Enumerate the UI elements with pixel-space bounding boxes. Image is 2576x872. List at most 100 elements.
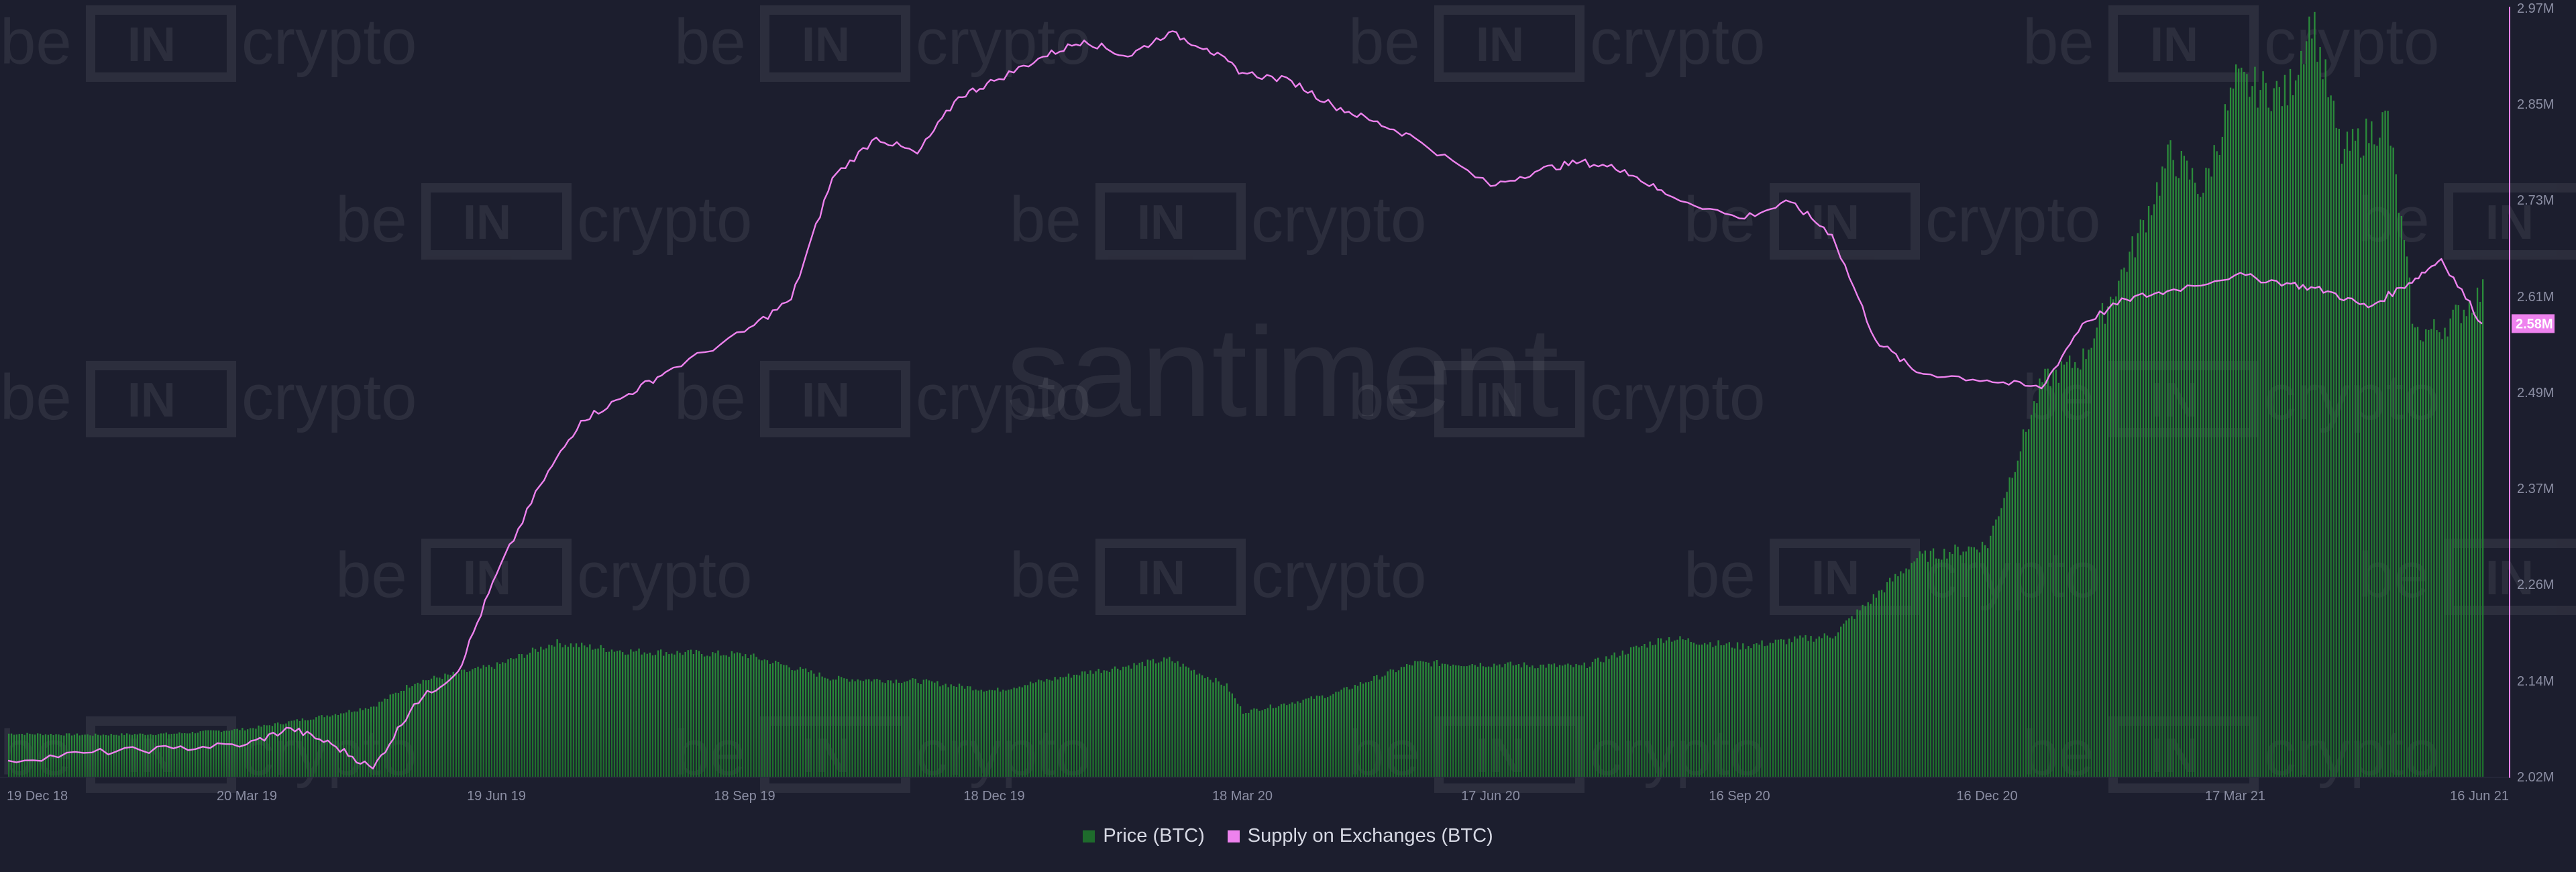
price-bar: [1381, 676, 1383, 777]
price-bar: [646, 653, 648, 777]
price-bar: [2387, 111, 2389, 777]
watermark-in-text: IN: [802, 374, 850, 427]
price-bar: [714, 653, 716, 777]
price-bar: [310, 719, 312, 777]
price-bar: [1992, 525, 1994, 777]
price-bar: [477, 666, 479, 777]
price-bar: [1621, 650, 1623, 777]
price-bar: [816, 676, 818, 777]
price-bar: [1228, 692, 1230, 777]
price-bar: [449, 675, 451, 777]
price-bar: [1728, 642, 1730, 777]
price-bar: [1856, 609, 1858, 777]
price-bar: [1616, 657, 1618, 777]
price-bar: [1089, 670, 1091, 777]
price-bar: [160, 733, 162, 777]
price-bar: [2311, 38, 2313, 777]
price-bar: [496, 662, 498, 777]
price-bar: [876, 679, 878, 777]
watermark-be-text: be: [1010, 184, 1081, 256]
price-bar: [1704, 643, 1706, 777]
price-bar: [942, 685, 944, 777]
price-bar: [493, 669, 496, 777]
price-bar: [788, 667, 790, 777]
x-tick-label: 17 Mar 21: [2205, 789, 2265, 804]
price-bar: [158, 734, 160, 777]
price-bar: [504, 663, 506, 777]
price-bar: [2151, 215, 2153, 777]
price-bar: [1537, 667, 1539, 777]
price-bar: [1859, 610, 1861, 777]
watermark-bracket-box: [1770, 539, 1920, 615]
price-bar: [87, 734, 89, 777]
price-bar: [2460, 323, 2462, 777]
price-bar: [1935, 558, 1937, 777]
price-bar: [777, 661, 780, 777]
price-bar: [1837, 632, 1839, 777]
price-bar: [1840, 626, 1842, 777]
price-bar: [121, 733, 123, 777]
price-bar: [2479, 302, 2481, 777]
price-bar: [329, 716, 331, 777]
legend-item-price[interactable]: Price (BTC): [1083, 825, 1205, 847]
price-bar: [1397, 670, 1400, 777]
price-bar: [975, 690, 977, 777]
price-bar: [1275, 708, 1277, 777]
price-bar: [184, 733, 186, 777]
price-bar: [1332, 694, 1334, 777]
price-bar: [1984, 545, 1986, 777]
price-bar: [1392, 669, 1394, 777]
watermark-be-text: be: [1348, 362, 1420, 433]
price-bar: [1758, 645, 1760, 777]
price-bar: [630, 649, 632, 777]
price-bar: [1433, 661, 1435, 777]
price-bar: [419, 684, 421, 777]
price-bar: [1493, 663, 1495, 777]
price-bar: [2224, 104, 2226, 777]
price-bar: [2468, 301, 2471, 777]
price-bar: [414, 684, 416, 777]
price-bar: [2221, 137, 2223, 777]
price-bar: [304, 720, 307, 777]
santiment-watermark: santiment: [1006, 301, 1559, 443]
price-bar: [2088, 349, 2090, 777]
price-bar: [2428, 329, 2430, 777]
price-bar: [706, 655, 708, 777]
price-bar: [1671, 641, 1673, 777]
price-bar: [638, 648, 640, 777]
price-bar: [1777, 639, 1780, 777]
price-bar: [1455, 665, 1457, 777]
watermark-be-text: be: [674, 362, 746, 433]
price-bar: [2129, 252, 2131, 777]
price-bar: [1883, 592, 1886, 777]
watermark-be-text: be: [1348, 6, 1420, 78]
price-bar: [2457, 305, 2459, 777]
price-bar: [854, 681, 856, 777]
price-bar: [10, 733, 13, 777]
price-bar: [2376, 146, 2378, 777]
price-bar: [1753, 644, 1755, 777]
price-bar: [838, 675, 840, 777]
price-bar: [1870, 604, 1872, 777]
price-bar: [1900, 571, 1902, 777]
price-bar: [676, 651, 678, 777]
price-bar: [2354, 140, 2357, 777]
price-bar: [1239, 706, 1242, 777]
price-bar: [865, 679, 867, 777]
price-bar: [1542, 664, 1544, 777]
price-bar: [884, 683, 886, 777]
price-bar: [1717, 640, 1719, 777]
watermark-in-text: IN: [1476, 374, 1524, 427]
price-bar: [2420, 340, 2422, 777]
price-bar: [572, 647, 575, 777]
price-bar: [766, 660, 768, 777]
price-bar: [1152, 659, 1155, 777]
price-bar: [89, 735, 91, 777]
price-bar: [2373, 144, 2375, 777]
watermark-in-text: IN: [1811, 196, 1860, 250]
price-bar: [1949, 552, 1951, 777]
price-bar: [268, 725, 270, 777]
watermark-logo: be IN crypto: [1348, 361, 1765, 437]
legend-item-supply[interactable]: Supply on Exchanges (BTC): [1227, 825, 1493, 847]
